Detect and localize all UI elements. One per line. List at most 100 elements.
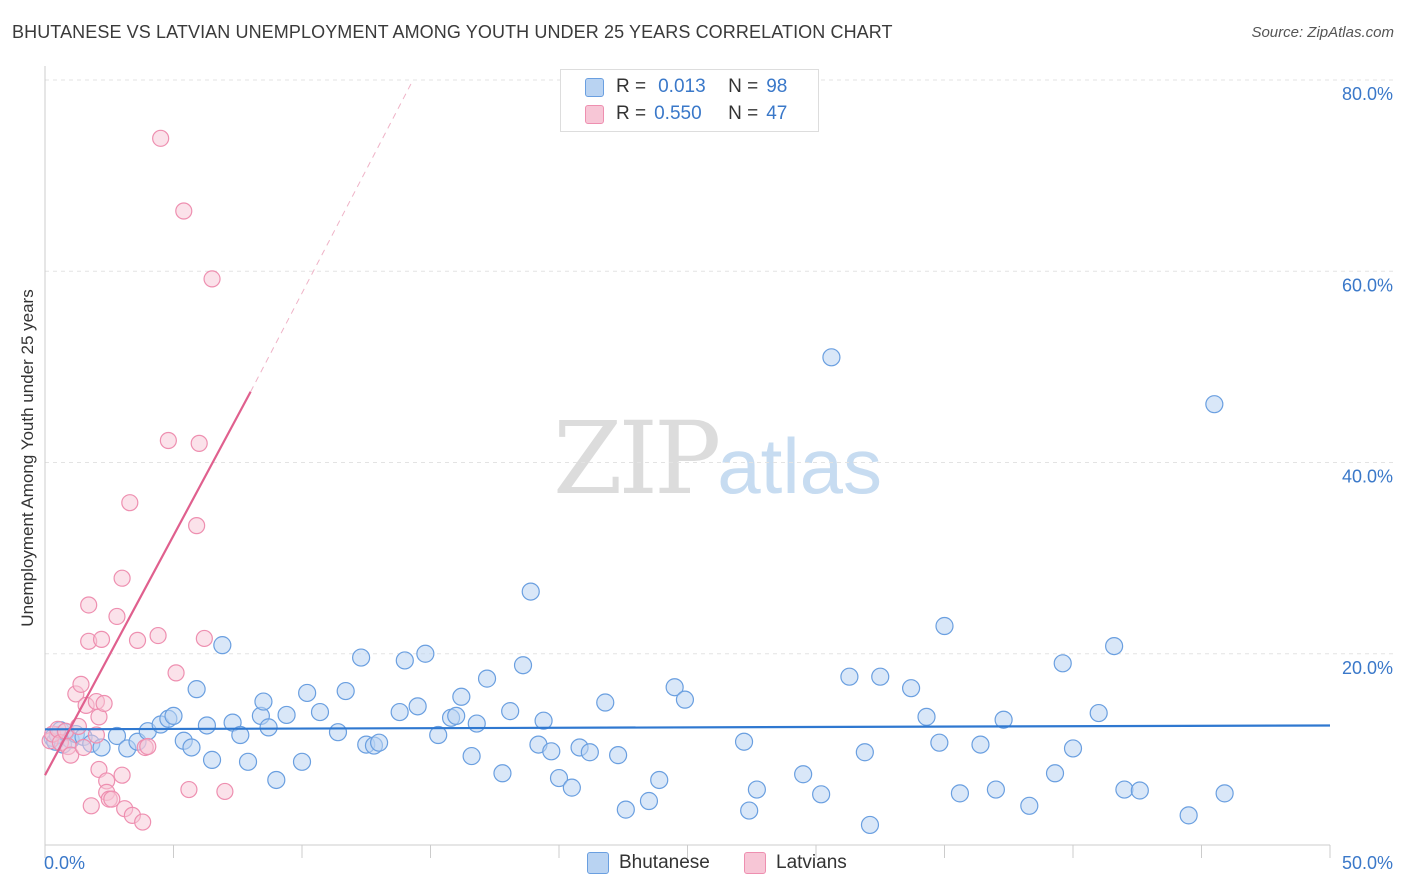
bhutanese-point xyxy=(994,710,1013,729)
bhutanese-point xyxy=(855,743,874,762)
bhutanese-point xyxy=(202,750,222,769)
latvians-point xyxy=(195,629,213,648)
watermark: ZIPatlas xyxy=(553,400,882,517)
latvians-point xyxy=(95,694,113,713)
bhutanese-point xyxy=(493,764,512,783)
latvians-point xyxy=(139,737,157,756)
bhutanese-point xyxy=(107,726,127,746)
bhutanese-point xyxy=(650,770,669,790)
bhutanese-point xyxy=(259,718,278,737)
bhutanese-point xyxy=(675,690,695,709)
bhutanese-point xyxy=(812,785,831,804)
latvians-point xyxy=(74,738,93,757)
bhutanese-point xyxy=(639,791,659,811)
x-tick-label: 50.0% xyxy=(1342,853,1393,873)
bhutanese-point xyxy=(609,746,628,765)
latvians-trend-line xyxy=(44,391,252,776)
latvians-point xyxy=(190,434,208,452)
source-label: Source: ZipAtlas.com xyxy=(1251,24,1394,41)
latvians-point xyxy=(82,797,100,815)
latvians-trend-extension xyxy=(250,80,413,392)
latvians-point xyxy=(62,746,80,764)
latvians-point xyxy=(128,631,147,649)
bhutanese-point xyxy=(298,683,317,703)
bhutanese-point xyxy=(1115,780,1134,799)
latvians-point xyxy=(92,630,111,649)
bhutanese-point xyxy=(1053,654,1072,673)
bhutanese-point xyxy=(447,706,466,726)
legend-r-value: 0.013 xyxy=(658,76,706,97)
bhutanese-point xyxy=(390,702,409,722)
legend-swatch-blue xyxy=(585,77,604,97)
bottom-legend-label: Latvians xyxy=(776,852,847,873)
legend-row-latvians: R = 0.550 N = 47 xyxy=(585,102,787,126)
bhutanese-point xyxy=(534,711,553,730)
bhutanese-point xyxy=(277,705,296,725)
bhutanese-point xyxy=(182,738,201,757)
latvians-point xyxy=(87,726,106,744)
watermark-atlas: atlas xyxy=(717,422,883,510)
bhutanese-point xyxy=(513,656,533,675)
bhutanese-point xyxy=(1045,764,1065,783)
bottom-legend-label: Bhutanese xyxy=(619,852,710,873)
legend-n-label: N = xyxy=(728,103,759,124)
bhutanese-point xyxy=(352,648,371,667)
bhutanese-point xyxy=(292,752,312,771)
bhutanese-point xyxy=(971,735,990,754)
y-tick-label: 60.0% xyxy=(1342,275,1393,295)
watermark-zip: ZIP xyxy=(553,400,721,517)
y-tick-label: 20.0% xyxy=(1342,658,1393,678)
bhutanese-point xyxy=(1215,784,1234,803)
legend-r-label: R = xyxy=(616,103,647,124)
bhutanese-point xyxy=(734,732,754,751)
bhutanese-point xyxy=(822,348,841,367)
bhutanese-point xyxy=(164,706,183,726)
latvians-point xyxy=(203,270,221,288)
latvians-point xyxy=(80,596,98,614)
bhutanese-point xyxy=(871,667,890,686)
latvians-point xyxy=(72,675,90,693)
bhutanese-point xyxy=(794,765,813,784)
bhutanese-point xyxy=(562,778,581,797)
bhutanese-point xyxy=(328,723,348,742)
bhutanese-point xyxy=(197,716,217,735)
bhutanese-point xyxy=(596,693,615,712)
bhutanese-point xyxy=(213,636,232,655)
bhutanese-point xyxy=(665,678,684,697)
bhutanese-point xyxy=(950,784,970,803)
latvians-point xyxy=(159,431,177,450)
bhutanese-point xyxy=(986,780,1006,799)
latvians-point xyxy=(69,717,88,736)
latvians-point xyxy=(134,813,152,831)
latvians-point xyxy=(188,517,206,535)
legend-n-value: 98 xyxy=(766,76,788,97)
latvians-point xyxy=(175,202,193,220)
bhutanese-point xyxy=(860,815,880,835)
bhutanese-point xyxy=(452,687,471,706)
latvians-point xyxy=(121,494,139,512)
bhutanese-point xyxy=(238,752,258,771)
latvians-point xyxy=(113,569,131,587)
legend: R = 0.013 N = 98 R = 0.550 N = 47 xyxy=(560,69,819,132)
latvians-point xyxy=(103,790,121,808)
latvians-point xyxy=(216,782,234,801)
legend-n-value: 47 xyxy=(766,103,788,124)
y-tick-label: 80.0% xyxy=(1342,84,1393,104)
legend-r-label: R = xyxy=(616,76,647,97)
latvians-point xyxy=(167,664,185,682)
latvians-point xyxy=(113,766,131,784)
latvians-point xyxy=(180,780,198,799)
bhutanese-point xyxy=(580,743,599,762)
bhutanese-point xyxy=(935,616,954,636)
bhutanese-point xyxy=(416,644,435,663)
bhutanese-point xyxy=(542,742,561,761)
bhutanese-point xyxy=(740,801,759,820)
bhutanese-point xyxy=(395,651,414,670)
latvians-point xyxy=(108,607,126,626)
bottom-legend-latvians: Latvians xyxy=(744,852,847,874)
y-tick-label: 40.0% xyxy=(1342,467,1393,487)
bhutanese-point xyxy=(747,780,766,799)
bhutanese-point xyxy=(429,725,448,745)
bhutanese-point xyxy=(1130,781,1149,800)
